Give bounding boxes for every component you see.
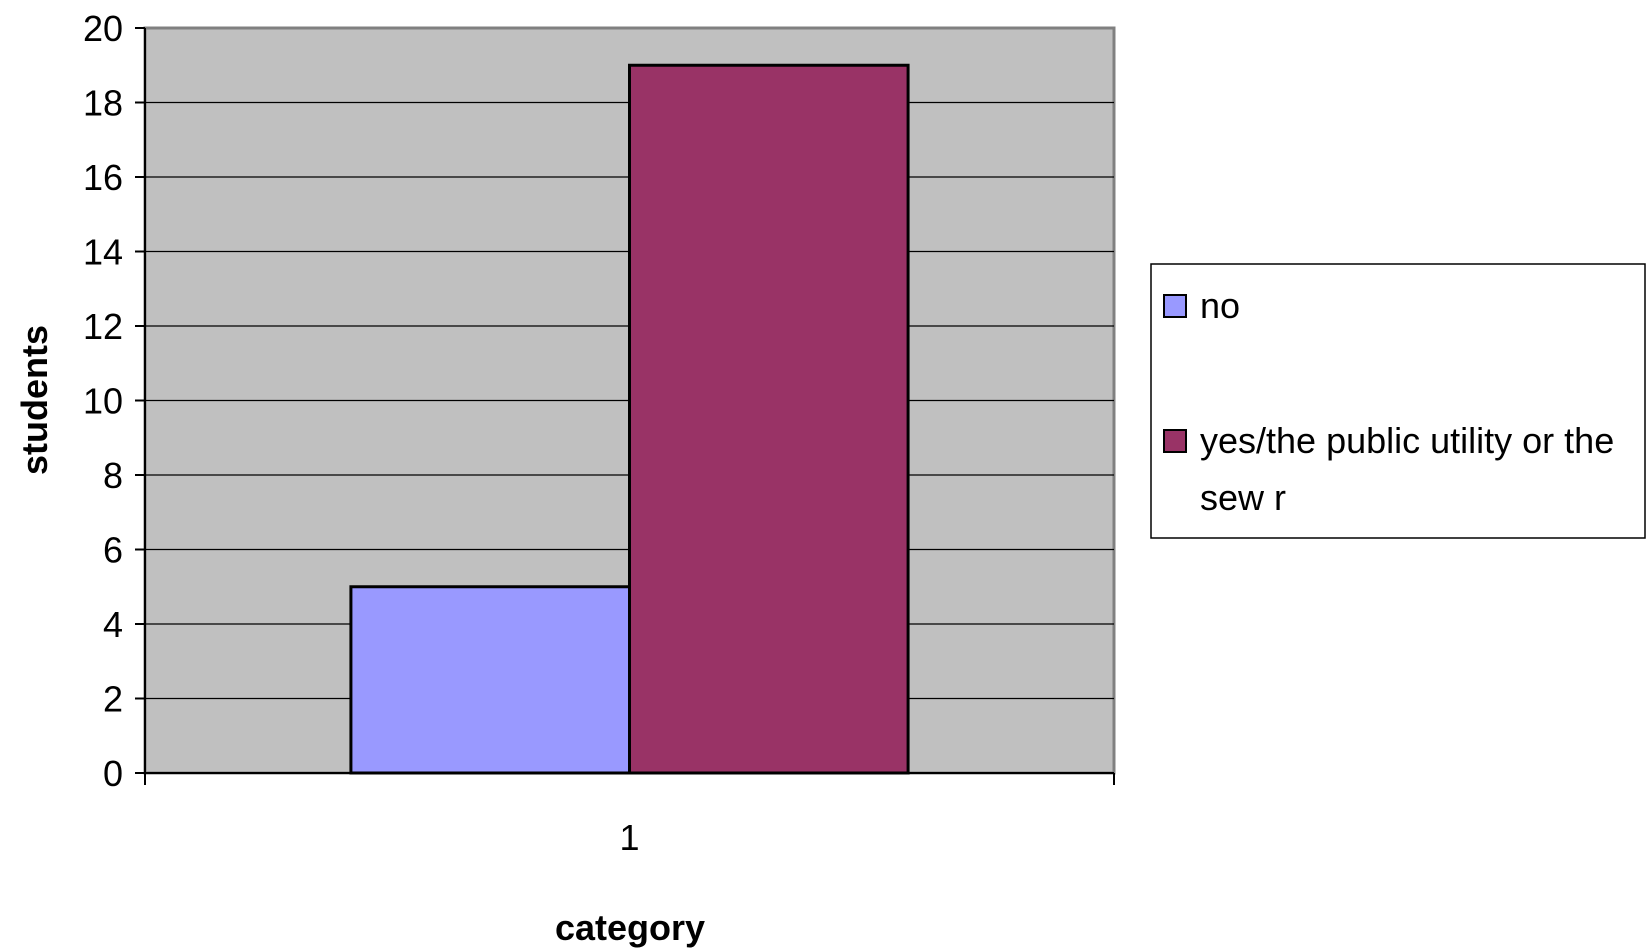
- legend-label-yes-line-2: sew r: [1200, 477, 1286, 518]
- y-tick-label: 18: [83, 83, 123, 124]
- y-tick-label: 0: [103, 753, 123, 794]
- legend-label-yes-line-1: yes/the public utility or the: [1200, 420, 1614, 461]
- legend-box: [1150, 263, 1646, 539]
- x-axis-title: category: [555, 907, 705, 948]
- y-axis-title: students: [14, 325, 55, 475]
- y-tick-label: 6: [103, 530, 123, 571]
- y-tick-label: 2: [103, 679, 123, 720]
- legend-swatch-no: [1163, 294, 1187, 318]
- y-tick-label: 8: [103, 455, 123, 496]
- legend-label-no: no: [1200, 285, 1240, 326]
- bar-no-1: [349, 585, 631, 775]
- y-tick-label: 12: [83, 306, 123, 347]
- y-axis: 0 2 4 6 8 10 12 14 16 18 20: [83, 8, 145, 794]
- legend-swatch-yes: [1163, 429, 1187, 453]
- y-tick-label: 4: [103, 604, 123, 645]
- x-tick-label: 1: [619, 817, 639, 858]
- legend: no yes/the public utility or the sew r: [1150, 263, 1646, 539]
- bars: [349, 63, 910, 775]
- y-tick-label: 10: [83, 381, 123, 422]
- y-tick-label: 16: [83, 157, 123, 198]
- x-axis: 1: [619, 817, 639, 858]
- y-tick-label: 14: [83, 232, 123, 273]
- bar-yes-1: [628, 63, 910, 775]
- y-tick-label: 20: [83, 8, 123, 49]
